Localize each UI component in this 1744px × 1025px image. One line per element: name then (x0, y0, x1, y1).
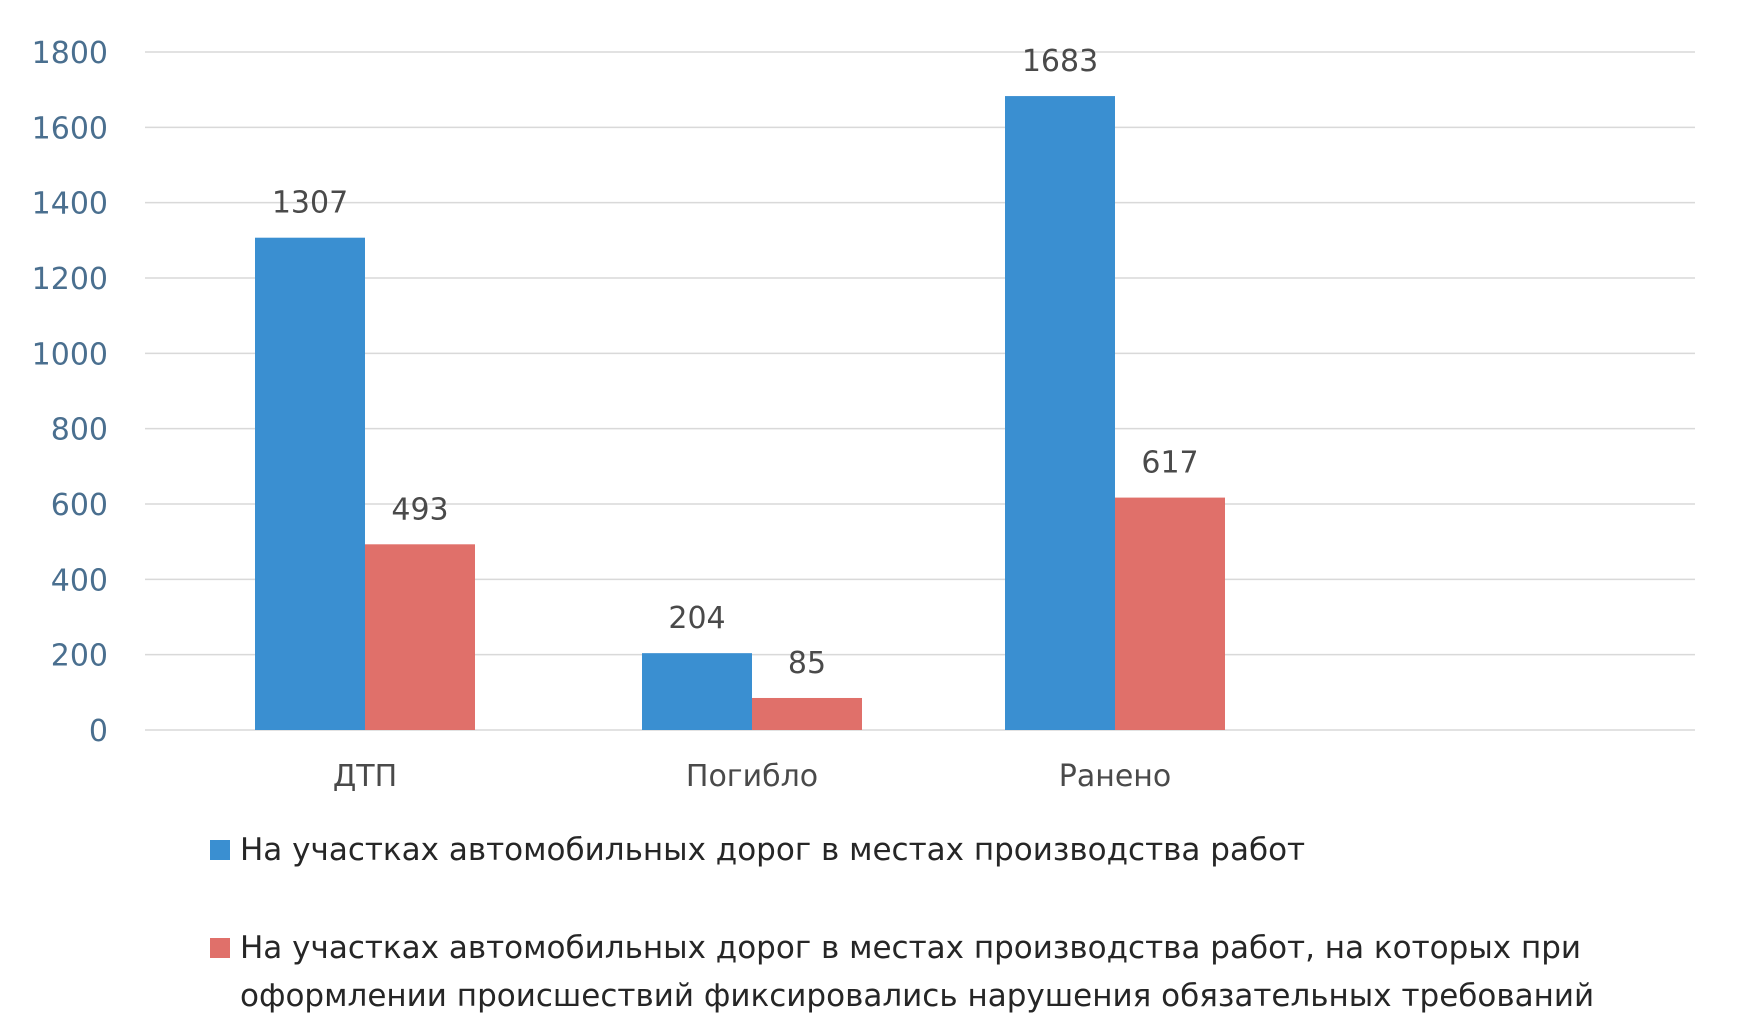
y-tick-label-8: 1600 (32, 111, 108, 146)
bar-s1-0 (255, 237, 365, 731)
data-label-s2-2: 617 (1141, 446, 1198, 481)
x-category-label-0: ДТП (333, 759, 397, 794)
bar-s2-1 (752, 697, 862, 730)
legend-label-2: На участках автомобильных дорог в местах… (240, 930, 1595, 1014)
bar-s2-2 (1115, 497, 1225, 730)
bar-chart: 0 200 400 600 800 1000 1200 1400 1600 1800 1307 204… (32, 36, 1695, 794)
x-category-label-2: Ранено (1059, 759, 1172, 794)
y-tick-label-0: 0 (89, 714, 108, 749)
data-label-s1-0: 1307 (272, 186, 348, 221)
y-tick-label-5: 1000 (32, 337, 108, 372)
data-label-s1-2: 1683 (1022, 44, 1098, 79)
data-label-s1-1: 204 (668, 601, 725, 636)
legend-entry-2: На участках автомобильных дорог в местах… (210, 924, 1720, 1020)
data-label-s2-0: 493 (391, 492, 448, 527)
y-tick-label-3: 600 (51, 488, 108, 523)
y-tick-label-2: 400 (51, 563, 108, 598)
legend-label-1: На участках автомобильных дорог в местах… (240, 832, 1306, 868)
bar-s2-0 (365, 544, 475, 730)
x-category-label-1: Погибло (686, 759, 818, 794)
y-tick-label-9: 1800 (32, 36, 108, 71)
legend-entry-1: На участках автомобильных дорог в местах… (210, 826, 1720, 874)
bar-s1-2 (1005, 96, 1115, 730)
y-tick-label-4: 800 (51, 413, 108, 448)
data-label-s2-1: 85 (788, 646, 826, 681)
bar-s1-1 (642, 653, 752, 730)
y-tick-label-6: 1200 (32, 262, 108, 297)
y-tick-label-7: 1400 (32, 187, 108, 222)
y-tick-label-1: 200 (51, 639, 108, 674)
legend-swatch-1 (210, 840, 230, 860)
legend-swatch-2 (210, 938, 230, 958)
